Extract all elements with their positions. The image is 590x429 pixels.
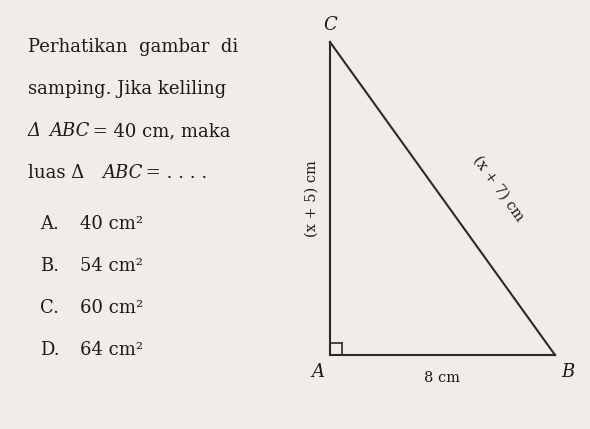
Text: B: B <box>561 363 574 381</box>
Text: luas Δ: luas Δ <box>28 164 84 182</box>
Text: = 40 cm, maka: = 40 cm, maka <box>87 122 231 140</box>
Text: 54 cm²: 54 cm² <box>80 257 143 275</box>
Text: 64 cm²: 64 cm² <box>80 341 143 359</box>
Text: Perhatikan  gambar  di: Perhatikan gambar di <box>28 38 238 56</box>
Text: 60 cm²: 60 cm² <box>80 299 143 317</box>
Text: B.: B. <box>40 257 59 275</box>
Text: C: C <box>323 16 337 34</box>
Text: A: A <box>311 363 324 381</box>
Text: C.: C. <box>40 299 59 317</box>
Text: samping. Jika keliling: samping. Jika keliling <box>28 80 226 98</box>
Text: A.: A. <box>40 215 59 233</box>
Text: 8 cm: 8 cm <box>424 371 461 385</box>
Text: 40 cm²: 40 cm² <box>80 215 143 233</box>
Text: ABC: ABC <box>102 164 142 182</box>
Text: D.: D. <box>40 341 60 359</box>
Text: ABC: ABC <box>49 122 89 140</box>
Text: (x + 7) cm: (x + 7) cm <box>470 153 527 224</box>
Text: = . . . .: = . . . . <box>140 164 207 182</box>
Text: (x + 5) cm: (x + 5) cm <box>305 160 319 237</box>
Text: Δ: Δ <box>28 122 41 140</box>
